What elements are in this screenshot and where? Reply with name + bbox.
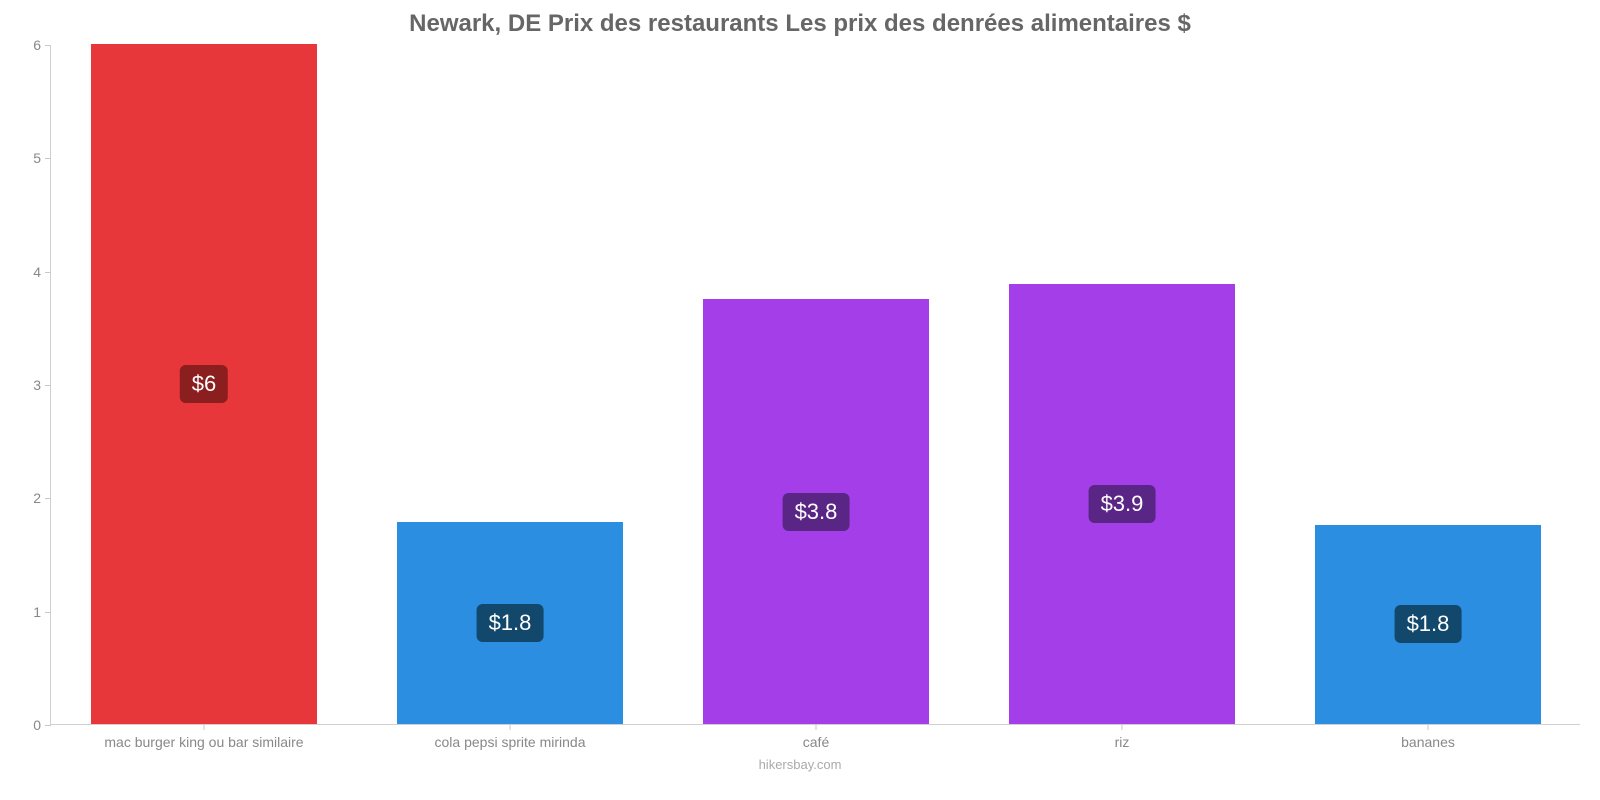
bar-value-label: $3.8: [783, 493, 850, 531]
y-tick-mark: [45, 725, 51, 726]
x-tick-label: riz: [1115, 724, 1130, 750]
y-tick-mark: [45, 45, 51, 46]
y-tick-mark: [45, 612, 51, 613]
bar-value-label: $1.8: [1395, 605, 1462, 643]
x-tick-label: bananes: [1401, 724, 1455, 750]
bar: $1.8: [397, 522, 623, 724]
x-tick-label: mac burger king ou bar similaire: [104, 724, 303, 750]
chart-title: Newark, DE Prix des restaurants Les prix…: [0, 10, 1600, 38]
bar: $3.9: [1009, 284, 1235, 724]
x-tick-label: cola pepsi sprite mirinda: [435, 724, 586, 750]
y-tick-mark: [45, 158, 51, 159]
bar-value-label: $3.9: [1089, 485, 1156, 523]
bar-value-label: $6: [180, 365, 228, 403]
bar: $3.8: [703, 299, 929, 724]
y-tick-mark: [45, 498, 51, 499]
y-tick-mark: [45, 385, 51, 386]
x-tick-label: café: [803, 724, 829, 750]
bar: $1.8: [1315, 525, 1541, 724]
plot-area: 0123456$6mac burger king ou bar similair…: [50, 45, 1580, 725]
y-tick-mark: [45, 272, 51, 273]
price-bar-chart: Newark, DE Prix des restaurants Les prix…: [0, 0, 1600, 800]
chart-footer: hikersbay.com: [0, 757, 1600, 772]
bar: $6: [91, 44, 317, 724]
bar-value-label: $1.8: [477, 604, 544, 642]
